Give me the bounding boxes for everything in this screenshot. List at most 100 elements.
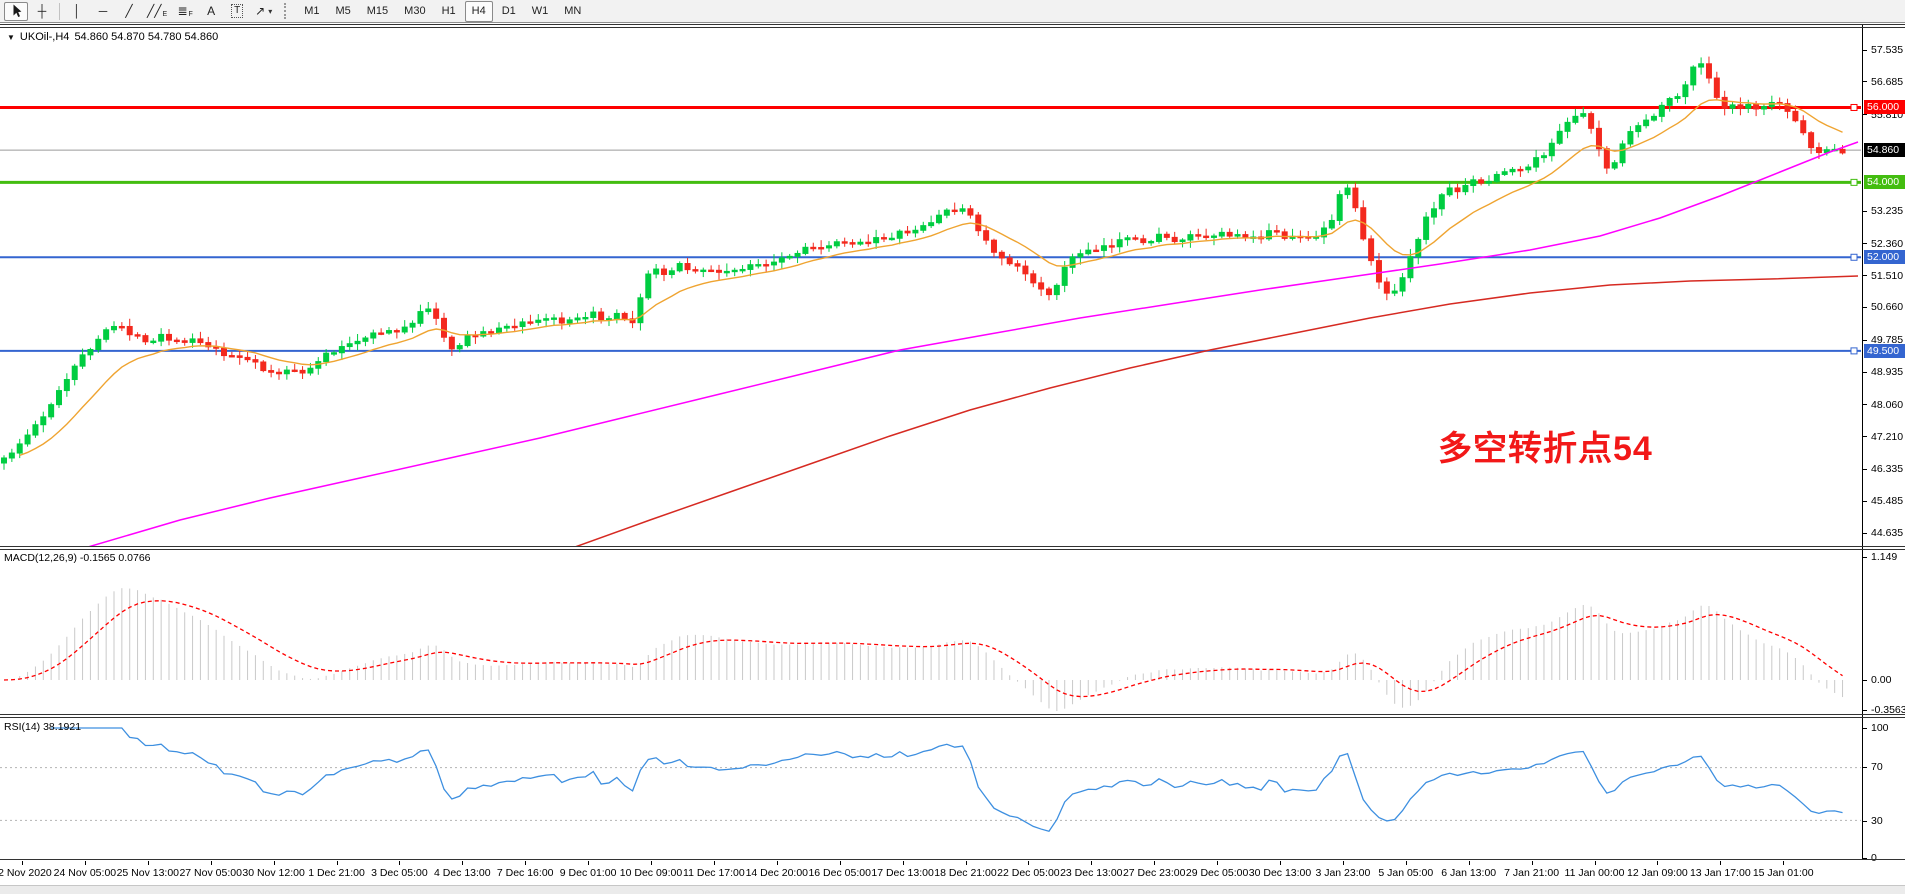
level-price-label: 56.000 — [1864, 100, 1905, 115]
price-axis-tick: 49.785 — [1863, 334, 1903, 347]
time-axis-tick — [902, 861, 904, 865]
rsi-axis-tick: 70 — [1863, 761, 1883, 774]
timeframe-button-h4[interactable]: H4 — [464, 0, 493, 22]
chart-canvas[interactable] — [0, 25, 1905, 894]
time-axis-label: 4 Dec 13:00 — [433, 867, 491, 879]
timeframe-button-m15[interactable]: M15 — [366, 5, 389, 17]
window-bottom-strip — [0, 885, 1905, 894]
symbol-timeframe-label: UKOil-,H4 — [19, 31, 70, 43]
price-axis-tick: 57.535 — [1863, 44, 1903, 57]
time-axis-tick — [776, 861, 778, 865]
time-axis-label: 11 Jan 00:00 — [1564, 867, 1625, 879]
level-price-label: 49.500 — [1864, 343, 1905, 358]
level-price-label: 54.000 — [1864, 175, 1905, 190]
time-axis-tick — [1468, 861, 1470, 865]
timeframe-button-m5[interactable]: M5 — [335, 5, 351, 17]
time-axis-tick — [1217, 861, 1219, 865]
price-axis-tick: 52.360 — [1863, 237, 1903, 250]
time-axis-label: 6 Jan 13:00 — [1441, 867, 1497, 879]
price-axis[interactable]: 57.535 56.685 55.810 53.235 52.360 51.510 50.6… — [1862, 25, 1905, 864]
time-axis-tick — [336, 861, 338, 865]
time-axis-tick — [525, 861, 527, 865]
time-axis-label: 30 Dec 13:00 — [1248, 867, 1312, 879]
time-axis-tick — [1280, 861, 1281, 865]
rsi-axis-tick: 100 — [1863, 722, 1889, 735]
price-axis-tick: 45.485 — [1863, 495, 1903, 508]
time-axis-label: 25 Nov 13:00 — [116, 867, 180, 879]
vertical-line-tool-icon[interactable]: │ — [73, 4, 81, 18]
timeframe-button-m30[interactable]: M30 — [404, 5, 426, 17]
time-axis-label: 3 Jan 23:00 — [1315, 867, 1371, 879]
time-axis-label: 30 Nov 12:00 — [242, 867, 305, 879]
time-axis-label: 5 Jan 05:00 — [1378, 867, 1434, 879]
text-tool-icon[interactable]: A — [207, 4, 216, 18]
time-axis-label: 7 Jan 21:00 — [1504, 867, 1560, 879]
time-axis-tick — [1342, 861, 1344, 865]
timeframe-button-m1[interactable]: M1 — [304, 5, 320, 17]
time-axis-tick — [839, 861, 841, 865]
rsi-axis-tick: 30 — [1863, 815, 1883, 828]
time-axis-label: 3 Dec 05:00 — [371, 867, 428, 879]
time-axis-tick — [1091, 861, 1093, 865]
trendline-tool-icon[interactable]: ╱ — [125, 4, 133, 18]
collapse-icon[interactable]: ▼ — [7, 32, 15, 42]
rsi-axis-tick: 0 — [1863, 852, 1877, 865]
timeframe-button-d1[interactable]: D1 — [501, 5, 516, 17]
timeframe-button-mn[interactable]: MN — [564, 5, 582, 17]
crosshair-tool-icon[interactable]: ┼ — [37, 4, 47, 18]
timeframe-button-w1[interactable]: W1 — [531, 5, 549, 17]
text-label-tool-icon[interactable]: T — [225, 2, 249, 21]
time-axis-tick — [1720, 861, 1722, 865]
time-axis-tick — [22, 861, 23, 865]
time-axis-tick — [273, 861, 275, 865]
equidistant-channel-tool-icon[interactable]: ╱╱ E — [147, 4, 168, 18]
price-axis-tick: 53.235 — [1863, 205, 1903, 218]
toolbar-drag-handle[interactable] — [284, 3, 291, 19]
macd-axis-tick: -0.3563 — [1863, 704, 1905, 717]
time-axis-tick — [462, 861, 464, 865]
time-axis-label: 15 Jan 01:00 — [1752, 867, 1814, 879]
panel-divider — [0, 549, 1905, 550]
toolbar: ┼ │ ─ ╱ ╱╱ E ≣ F A T ↗ ▾ M1 M5 M15 M30 H1 H4 D1 W1 MN — [0, 0, 1905, 23]
arrows-tool-icon[interactable]: ↗ ▾ — [255, 4, 273, 18]
time-axis-tick — [965, 861, 967, 865]
time-axis-label: 22 Dec 05:00 — [997, 867, 1060, 879]
panel-divider — [0, 717, 1905, 718]
ohlc-values: 54.860 54.870 54.780 54.860 — [74, 31, 219, 43]
time-axis-label: 10 Dec 09:00 — [619, 867, 683, 879]
level-price-label: 52.000 — [1864, 250, 1905, 265]
time-axis-label: 24 Nov 05:00 — [53, 867, 117, 879]
time-axis-tick — [1783, 861, 1785, 865]
fibonacci-tool-icon[interactable]: ≣ F — [177, 4, 193, 18]
time-axis-tick — [1657, 861, 1659, 865]
horizontal-line-tool-icon[interactable]: ─ — [98, 4, 108, 18]
price-axis-tick: 56.685 — [1863, 75, 1903, 88]
price-axis-tick: 50.660 — [1863, 301, 1903, 314]
time-axis-tick — [651, 861, 652, 865]
current-price-label: 54.860 — [1864, 143, 1905, 158]
time-axis-label: 14 Dec 20:00 — [745, 867, 809, 879]
time-axis-label: 17 Dec 13:00 — [871, 867, 934, 879]
panel-divider[interactable] — [0, 714, 1905, 715]
time-axis-tick — [588, 861, 590, 865]
time-axis-tick — [1405, 861, 1407, 865]
panel-divider — [0, 24, 1905, 25]
time-axis-tick — [1531, 861, 1533, 865]
time-axis-label: 27 Dec 23:00 — [1122, 867, 1186, 879]
time-axis-tick — [210, 861, 212, 865]
macd-axis-tick: 1.149 — [1863, 551, 1897, 564]
cursor-tool-icon[interactable] — [4, 1, 28, 21]
panel-divider — [0, 859, 1905, 860]
time-axis-label: 27 Nov 05:00 — [179, 867, 242, 879]
panel-divider — [0, 27, 1905, 28]
timeframe-button-h1[interactable]: H1 — [441, 5, 456, 17]
time-axis-label: 11 Dec 17:00 — [683, 867, 745, 879]
time-axis-label: 18 Dec 21:00 — [934, 867, 997, 879]
time-axis-label: 29 Dec 05:00 — [1185, 867, 1249, 879]
time-axis-tick — [713, 861, 715, 865]
time-axis-label: 7 Dec 16:00 — [496, 867, 554, 879]
chart-annotation-text: 多空转折点54 — [1438, 430, 1653, 468]
panel-divider[interactable] — [0, 546, 1905, 547]
